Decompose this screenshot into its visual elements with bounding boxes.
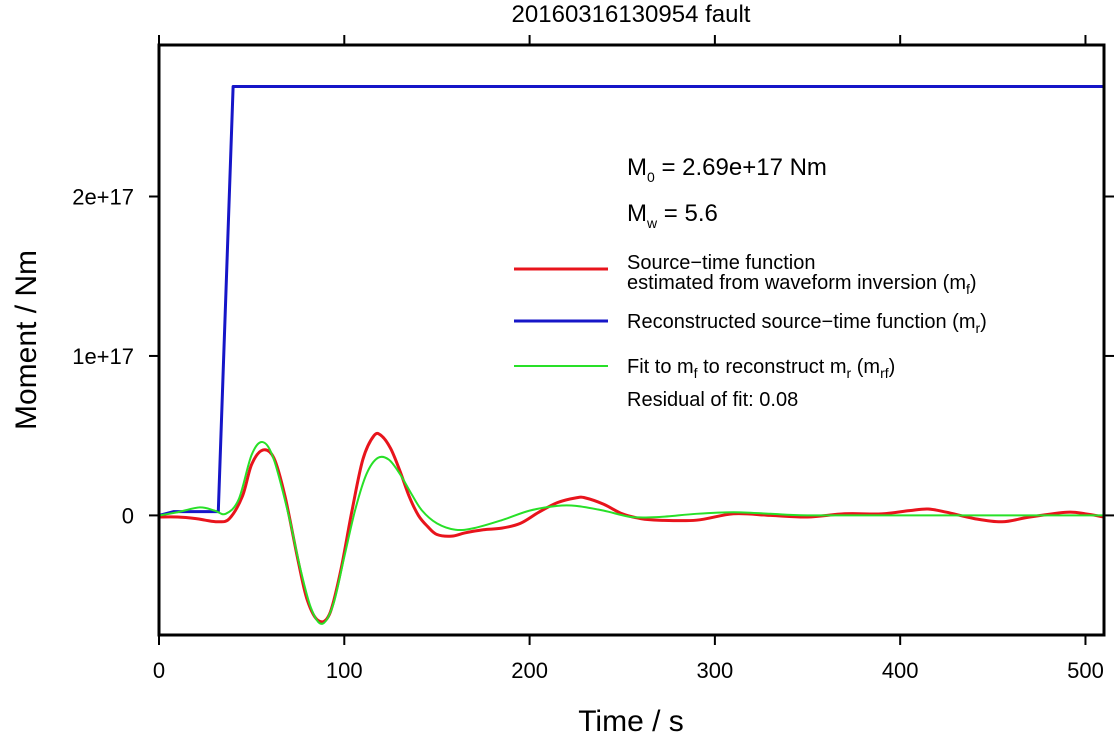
- fit-stf-line: [158, 440, 1104, 625]
- plot-lines: [158, 84, 1105, 625]
- x-axis-title: Time / s: [578, 705, 684, 736]
- x-tick-label: 0: [153, 658, 165, 683]
- y-tick-label: 1e+17: [72, 344, 134, 369]
- y-tick-label: 0: [122, 503, 134, 528]
- legend-label: Fit to mf to reconstruct mr (mrf): [627, 356, 895, 381]
- moment-magnitude-annotation: Mw = 5.6: [627, 200, 718, 231]
- estimated-stf-line: [158, 431, 1105, 624]
- legend-label: estimated from waveform inversion (mf): [627, 272, 977, 297]
- y-tick-label: 2e+17: [72, 184, 134, 209]
- chart-title: 20160316130954 fault: [512, 1, 751, 28]
- x-tick-label: 400: [882, 658, 919, 683]
- seismic-moment-annotation: M0 = 2.69e+17 Nm: [627, 154, 827, 185]
- legend-label: Reconstructed source−time function (mr): [627, 311, 987, 336]
- x-tick-label: 200: [511, 658, 548, 683]
- axis-ticks: 0 100 200 300 400 500 0 1e+17 2e+17: [72, 35, 1114, 683]
- x-tick-label: 500: [1067, 658, 1104, 683]
- plot-frame: [157, 43, 1106, 637]
- legend-label: Source−time function: [627, 252, 815, 274]
- y-axis-title: Moment / Nm: [10, 250, 43, 430]
- residual-annotation: Residual of fit: 0.08: [627, 389, 798, 411]
- reconstructed-stf-line: [158, 84, 1104, 517]
- x-tick-label: 300: [697, 658, 734, 683]
- x-tick-label: 100: [326, 658, 363, 683]
